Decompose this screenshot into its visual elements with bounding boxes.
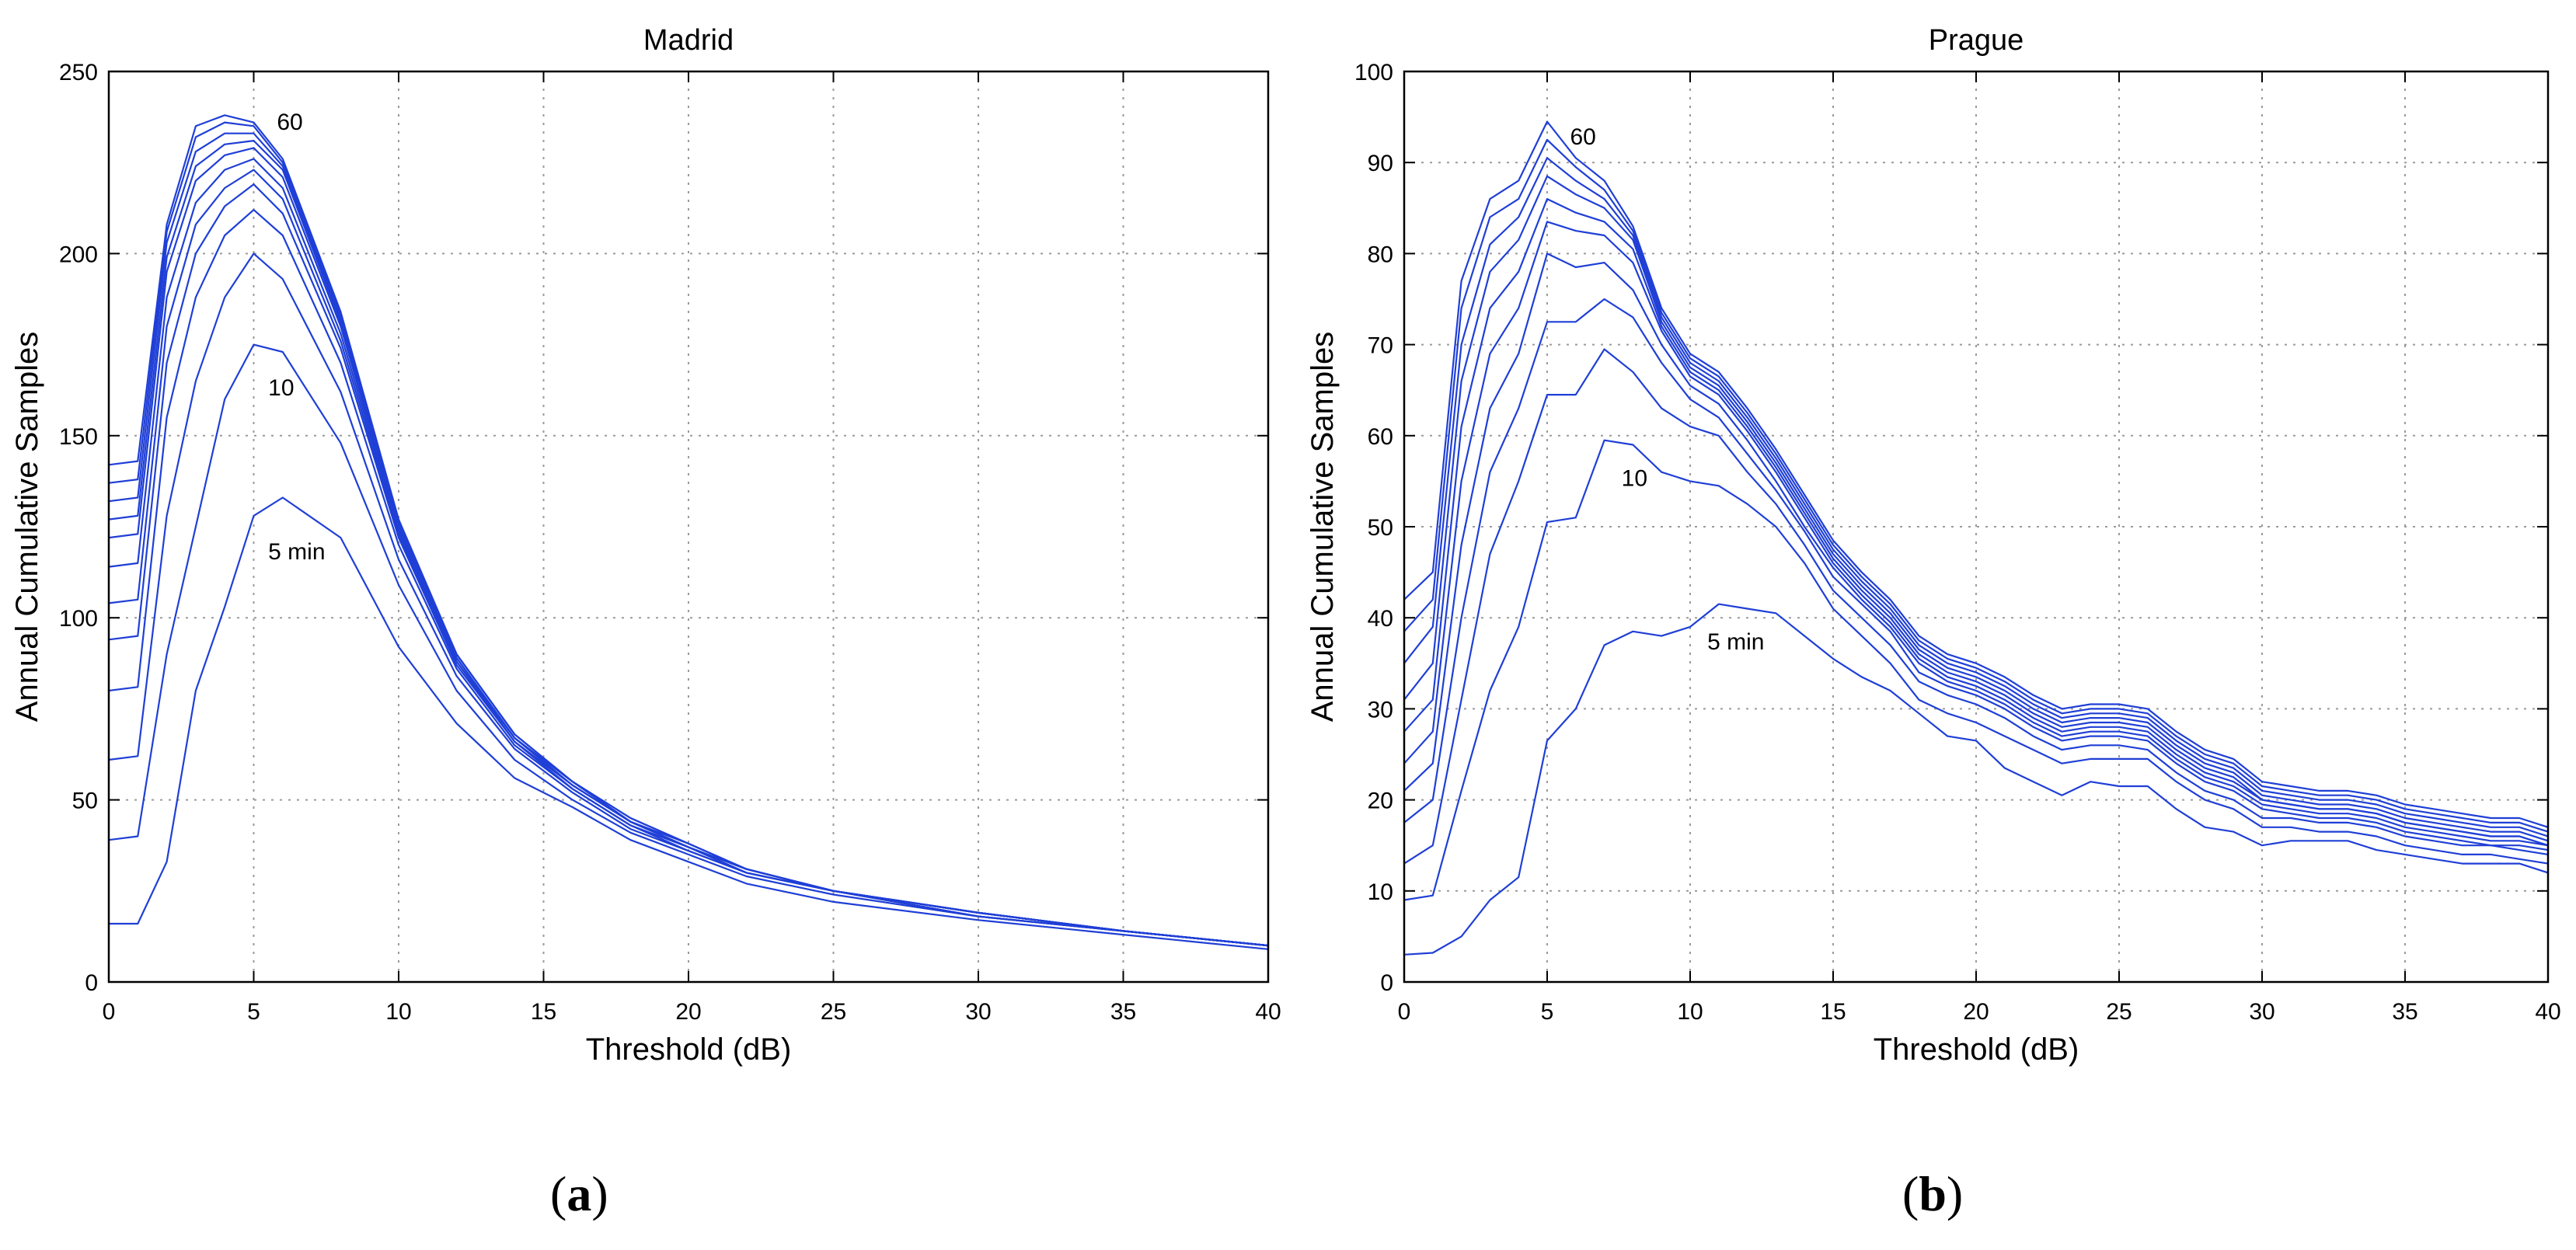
y-tick-label-5: 250 — [59, 60, 98, 85]
y-tick-label-2: 20 — [1368, 789, 1393, 814]
y-tick-label-0: 0 — [85, 970, 98, 996]
y-tick-label-1: 50 — [72, 789, 98, 814]
x-tick-label-8: 40 — [1255, 999, 1281, 1025]
x-tick-label-3: 15 — [1820, 999, 1846, 1025]
annotation-1: 10 — [1622, 465, 1647, 491]
caption-b-letter: b — [1919, 1166, 1947, 1221]
y-tick-label-4: 40 — [1368, 606, 1393, 632]
chart-madrid: 0 5 10 15 20 25 30 35 40 0 50 100 150 200 250 Madrid Thr… — [10, 24, 1281, 1067]
chart-title-prague: Prague — [1929, 24, 2024, 57]
series-line-4 — [1403, 252, 2549, 847]
chart-prague: 0 5 10 15 20 25 30 35 40 0 10 20 30 40 50 60 70 80 90 100 Pr… — [1305, 24, 2561, 1067]
series-line-11 — [108, 114, 1269, 947]
x-tick-label-5: 25 — [2106, 999, 2132, 1025]
y-tick-label-3: 30 — [1368, 697, 1393, 722]
y-tick-label-4: 200 — [59, 242, 98, 267]
x-tick-label-4: 20 — [675, 999, 701, 1025]
series-line-0 — [109, 496, 1269, 950]
series-line-0 — [1403, 603, 2549, 956]
y-tick-label-8: 80 — [1368, 242, 1393, 267]
series-line-3 — [1403, 298, 2549, 851]
x-tick-label-1: 5 — [247, 999, 260, 1025]
chart-title-madrid: Madrid — [643, 24, 734, 57]
x-tick-label-0: 0 — [103, 999, 116, 1025]
x-tick-label-2: 10 — [385, 999, 411, 1025]
caption-b: (b) — [1902, 1166, 1964, 1221]
series-line-7 — [1403, 175, 2549, 842]
annotation-2: 5 min — [1707, 629, 1764, 655]
series-line-9 — [1403, 138, 2549, 833]
x-tick-label-7: 35 — [2392, 999, 2417, 1025]
caption-a-letter: a — [566, 1166, 592, 1221]
y-tick-label-5: 50 — [1368, 515, 1393, 541]
series-line-6 — [1403, 198, 2549, 847]
y-tick-label-2: 100 — [59, 606, 98, 632]
y-tick-label-10: 100 — [1354, 60, 1393, 85]
x-tick-label-7: 35 — [1110, 999, 1136, 1025]
y-tick-label-9: 90 — [1368, 151, 1393, 176]
annotation-1: 10 — [268, 375, 294, 401]
x-tick-label-4: 20 — [1963, 999, 1989, 1025]
y-tick-label-3: 150 — [59, 424, 98, 450]
y-axis-label: Annual Cumulative Samples — [10, 332, 44, 722]
y-tick-label-7: 70 — [1368, 333, 1393, 359]
y-tick-label-0: 0 — [1380, 970, 1393, 996]
plot-area-frame — [107, 70, 1270, 984]
y-tick-label-6: 60 — [1368, 424, 1393, 450]
x-axis-label: Threshold (dB) — [586, 1032, 792, 1067]
x-tick-label-5: 25 — [821, 999, 846, 1025]
x-tick-label-8: 40 — [2535, 999, 2560, 1025]
series-line-8 — [1403, 157, 2549, 837]
caption-a: (a) — [550, 1166, 608, 1221]
annotation-2: 5 min — [268, 539, 325, 565]
annotation-0: 60 — [277, 110, 302, 135]
y-axis-label: Annual Cumulative Samples — [1305, 332, 1340, 722]
x-tick-label-6: 30 — [965, 999, 991, 1025]
annotation-0: 60 — [1570, 124, 1595, 150]
series-line-2 — [1403, 348, 2549, 865]
x-tick-label-2: 10 — [1677, 999, 1703, 1025]
x-tick-label-6: 30 — [2249, 999, 2274, 1025]
x-tick-label-3: 15 — [531, 999, 556, 1025]
x-tick-label-0: 0 — [1398, 999, 1411, 1025]
series-line-1 — [1403, 439, 2549, 901]
series-line-10 — [1403, 120, 2549, 828]
x-axis-label: Threshold (dB) — [1874, 1032, 2079, 1067]
y-tick-label-1: 10 — [1368, 879, 1393, 905]
series-line-1 — [108, 343, 1269, 947]
x-tick-label-1: 5 — [1541, 999, 1554, 1025]
